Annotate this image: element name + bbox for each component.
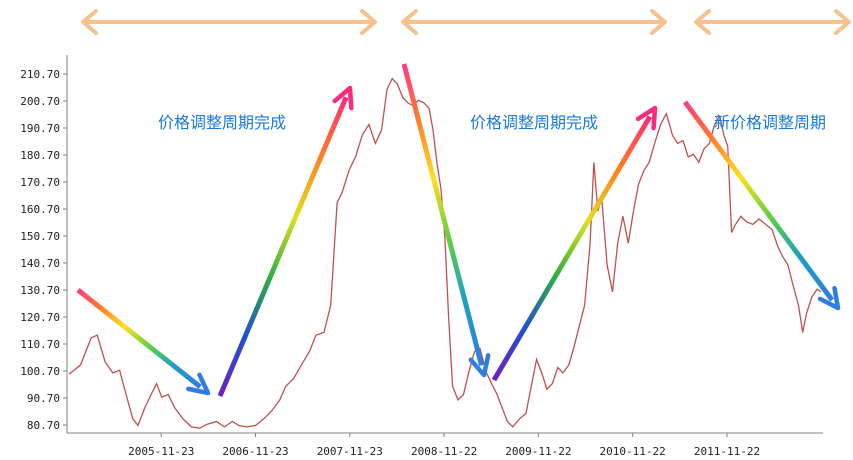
period-arrow [401,9,667,35]
y-tick-label: 120.70 [20,311,60,324]
x-tick-label: 2008-11-22 [411,445,477,458]
x-ticks: 2005-11-23 2006-11-23 2007-11-23 2008-11-22… [128,433,760,458]
y-tick-label: 100.70 [20,365,60,378]
x-tick-label: 2010-11-22 [600,445,666,458]
x-tick-label: 2007-11-23 [317,445,383,458]
y-tick-label: 170.70 [20,176,60,189]
y-tick-label: 160.70 [20,203,60,216]
y-tick-label: 140.70 [20,257,60,270]
y-tick-label: 80.70 [27,419,60,432]
x-tick-label: 2009-11-22 [505,445,571,458]
trend-arrow [217,85,354,397]
y-tick-label: 200.70 [20,95,60,108]
period-arrow [694,9,851,35]
x-tick-label: 2005-11-23 [128,445,194,458]
x-tick-label: 2011-11-22 [694,445,760,458]
trend-arrow [76,288,211,396]
period-arrows [81,9,851,35]
period-arrow [81,9,377,35]
trend-arrow [401,63,491,378]
trend-arrow [682,100,841,311]
trend-arrow [491,105,658,382]
y-tick-label: 110.70 [20,338,60,351]
y-tick-label: 210.70 [20,68,60,81]
y-tick-label: 150.70 [20,230,60,243]
annotation-cycle-complete-1: 价格调整周期完成 [158,113,286,132]
y-tick-label: 130.70 [20,284,60,297]
trend-arrows [76,63,841,397]
y-tick-label: 90.70 [27,392,60,405]
annotation-new-cycle: 新价格调整周期 [714,113,826,132]
y-tick-label: 190.70 [20,122,60,135]
annotation-cycle-complete-2: 价格调整周期完成 [470,113,598,132]
x-tick-label: 2006-11-23 [222,445,288,458]
y-tick-label: 180.70 [20,149,60,162]
y-ticks: 80.70 90.70 100.70 110.70 120.70 130.70 140.70… [20,68,67,432]
